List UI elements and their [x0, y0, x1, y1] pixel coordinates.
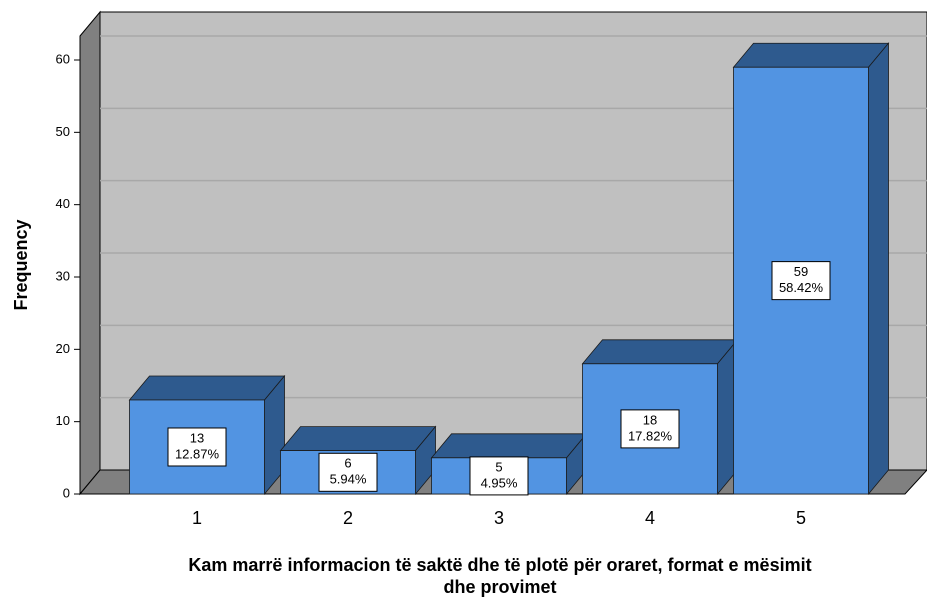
data-label-box — [620, 409, 680, 449]
data-label-box — [771, 261, 831, 301]
data-label: 4.95% — [481, 475, 518, 490]
data-label: 58.42% — [779, 280, 824, 295]
x-tick-label: 4 — [645, 508, 655, 528]
bar-top — [430, 433, 588, 459]
data-label-box — [469, 456, 529, 496]
x-tick-label: 2 — [343, 508, 353, 528]
y-tick-label: 60 — [56, 51, 70, 66]
y-tick-label: 0 — [63, 485, 70, 500]
x-tick-label: 3 — [494, 508, 504, 528]
x-axis-title: Kam marrë informacion të saktë dhe të pl… — [188, 555, 811, 575]
data-label: 5.94% — [330, 472, 367, 487]
x-axis-title: dhe provimet — [443, 577, 556, 597]
left-wall — [79, 10, 101, 496]
y-tick-label: 10 — [56, 413, 70, 428]
x-tick-label: 5 — [796, 508, 806, 528]
bar-top — [732, 42, 890, 68]
y-tick-label: 50 — [56, 124, 70, 139]
data-label: 6 — [344, 456, 351, 471]
y-axis-title: Frequency — [11, 219, 31, 310]
y-tick-label: 20 — [56, 341, 70, 356]
data-label: 18 — [643, 412, 657, 427]
bar-top — [581, 339, 739, 365]
data-label: 12.87% — [175, 446, 220, 461]
data-label: 5 — [495, 459, 502, 474]
y-tick-label: 30 — [56, 268, 70, 283]
data-label-box — [318, 452, 378, 492]
data-label: 59 — [794, 264, 808, 279]
bar-top — [279, 426, 437, 452]
data-label: 13 — [190, 430, 204, 445]
x-tick-label: 1 — [192, 508, 202, 528]
data-label-box — [167, 427, 227, 467]
data-label: 17.82% — [628, 428, 673, 443]
bar-top — [128, 375, 286, 401]
bar-side — [868, 42, 889, 496]
y-tick-label: 40 — [56, 196, 70, 211]
